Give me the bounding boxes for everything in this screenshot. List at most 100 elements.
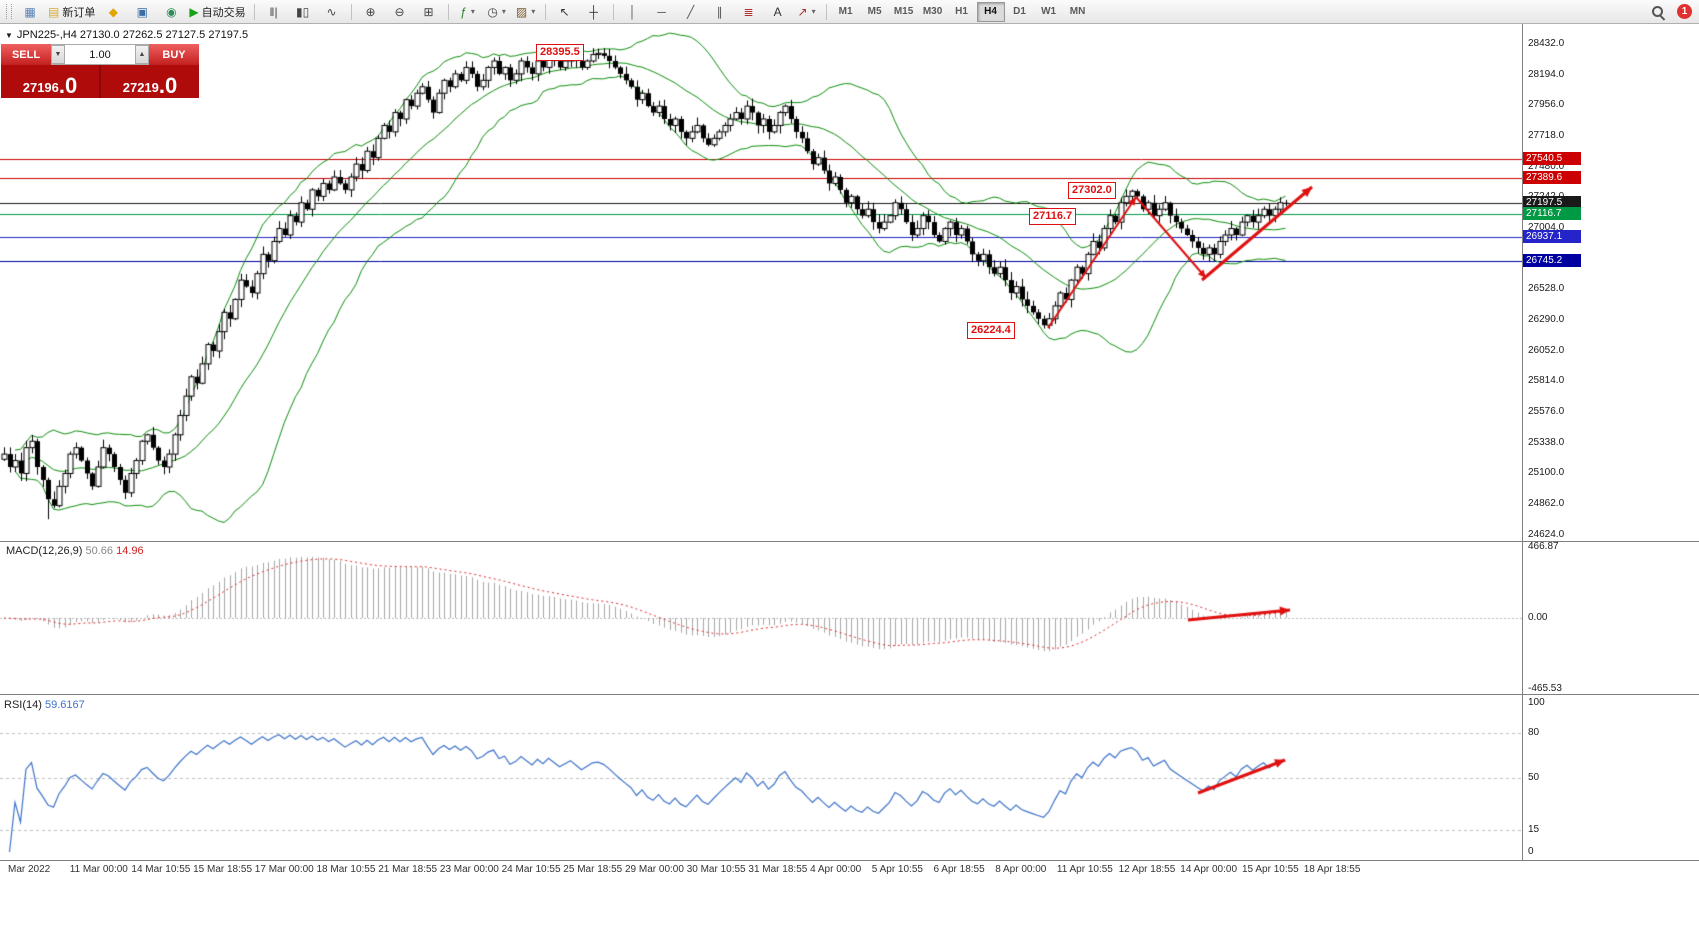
market-watch-icon: ◆ (108, 4, 118, 19)
timeframe-m5-button[interactable]: M5 (867, 6, 882, 17)
price-axis-tick: 27718.0 (1528, 130, 1565, 141)
fibonacci-tool-button[interactable]: ≣ (735, 2, 763, 22)
navigator-button[interactable]: ◉ (157, 2, 185, 22)
buy-button[interactable]: BUY (149, 44, 199, 65)
time-axis-label: 31 Mar 18:55 (748, 864, 808, 875)
price-axis-tick: 25100.0 (1528, 467, 1565, 479)
line-chart-mode-icon: ∿ (326, 4, 337, 19)
data-window-icon: ▣ (136, 4, 149, 19)
volume-control: ▼ ▲ (51, 44, 149, 65)
time-axis-label: 4 Apr 00:00 (810, 864, 862, 875)
sell-price[interactable]: 27196.0 (1, 65, 99, 98)
new-chart-button[interactable]: ▦ (16, 2, 44, 22)
toolbar-separator (612, 3, 614, 20)
new-order-button-label: 新订单 (62, 6, 96, 19)
templates-icon: ▨ (515, 4, 528, 19)
volume-increase-button[interactable]: ▲ (135, 45, 149, 64)
periods-icon: ◷ (487, 4, 498, 19)
timeframe-h1-button[interactable]: H1 (955, 6, 968, 17)
buy-price[interactable]: 27219.0 (101, 65, 199, 98)
notification-badge[interactable]: 1 (1677, 4, 1692, 19)
collapse-trade-panel-icon[interactable]: ▼ (5, 31, 13, 40)
tile-windows-icon: ⊞ (423, 4, 434, 19)
timeframe-h4-button[interactable]: H4 (976, 1, 1005, 22)
chevron-down-icon: ▾ (811, 7, 816, 16)
trade-panel-divider (99, 65, 101, 98)
new-order-button[interactable]: ▤ 新订单 (45, 2, 98, 22)
crosshair-tool-button[interactable]: ┼ (580, 2, 608, 22)
market-watch-button[interactable]: ◆ (99, 2, 127, 22)
bar-chart-mode-button[interactable]: ‖| (260, 2, 288, 22)
time-axis-label: 11 Mar 00:00 (69, 864, 128, 875)
text-tool-button[interactable]: A (764, 2, 792, 22)
toolbar-separator (825, 3, 827, 20)
time-axis-label: 11 Apr 10:55 (1056, 864, 1113, 875)
arrow-tool-button[interactable]: ↗ ▾ (793, 2, 821, 22)
price-line-label[interactable]: 27389.6 (1523, 171, 1581, 185)
sell-price-frac: .0 (58, 73, 78, 98)
symbol-info: ▼ JPN225-,H4 27130.0 27262.5 27127.5 2719… (5, 29, 248, 41)
new-chart-icon: ▦ (24, 4, 36, 19)
cursor-tool-button[interactable]: ↖ (551, 2, 579, 22)
tile-windows-button[interactable]: ⊞ (415, 2, 443, 22)
volume-input[interactable] (65, 45, 135, 64)
channel-tool-button[interactable]: ∥ (706, 2, 734, 22)
chevron-down-icon: ▾ (501, 7, 506, 16)
zoom-out-button[interactable]: ⊖ (386, 2, 414, 22)
symbol-ohlc-text: JPN225-,H4 27130.0 27262.5 27127.5 27197… (16, 29, 249, 41)
timeframe-w1-button[interactable]: W1 (1041, 6, 1057, 17)
timeframe-mn-button[interactable]: MN (1069, 6, 1086, 17)
candlestick-mode-icon: ▮▯ (295, 4, 310, 19)
line-chart-mode-button[interactable]: ∿ (318, 2, 346, 22)
macd-axis-tick: 466.87 (1528, 541, 1559, 552)
time-axis-label: 29 Mar 00:00 (625, 864, 684, 875)
candlestick-mode-button[interactable]: ▮▯ (289, 2, 317, 22)
price-axis-tick: 27956.0 (1528, 99, 1565, 111)
panel-separator[interactable] (0, 694, 1699, 695)
rsi-axis-tick: 0 (1528, 846, 1534, 857)
timeframe-m30-button[interactable]: M30 (922, 6, 943, 17)
indicators-button[interactable]: ƒ ▾ (454, 2, 482, 22)
price-annotation-label[interactable]: 26224.4 (967, 322, 1015, 339)
price-line-label[interactable]: 27116.7 (1523, 206, 1581, 220)
time-axis-label: 17 Mar 00:00 (254, 864, 314, 875)
sell-button[interactable]: SELL (1, 44, 51, 65)
zoom-in-button[interactable]: ⊕ (357, 2, 385, 22)
periods-button[interactable]: ◷ ▾ (483, 2, 511, 22)
data-window-button[interactable]: ▣ (128, 2, 156, 22)
price-axis-tick: 24624.0 (1528, 528, 1565, 540)
panel-separator[interactable] (0, 541, 1699, 542)
horizontal-line-tool-button[interactable]: ─ (648, 2, 676, 22)
rsi-name: RSI(14) (4, 699, 42, 711)
price-axis-tick: 26528.0 (1528, 283, 1565, 295)
autotrading-icon: ▶ (189, 4, 199, 19)
rsi-axis-tick: 100 (1528, 697, 1545, 708)
price-line-label[interactable]: 27197.5 (1523, 196, 1581, 210)
time-axis-label: 14 Mar 10:55 (131, 864, 191, 875)
timeframe-m1-button[interactable]: M1 (838, 6, 853, 17)
vertical-line-tool-icon: │ (628, 4, 637, 19)
trendline-tool-button[interactable]: ╱ (677, 2, 705, 22)
chart-canvas[interactable] (0, 24, 1522, 860)
time-axis-label: Mar 2022 (8, 864, 51, 875)
timeframe-m15-button[interactable]: M15 (893, 6, 914, 17)
autotrading-button[interactable]: ▶ 自动交易 (186, 2, 248, 22)
price-annotation-label[interactable]: 27302.0 (1068, 182, 1116, 199)
templates-button[interactable]: ▨ ▾ (512, 2, 540, 22)
volume-decrease-button[interactable]: ▼ (51, 45, 65, 64)
magnifier-handle (1659, 14, 1666, 21)
price-line-label[interactable]: 27540.5 (1523, 151, 1581, 165)
macd-value-signal: 14.96 (116, 545, 144, 557)
price-annotation-label[interactable]: 28395.5 (536, 44, 584, 61)
crosshair-tool-icon: ┼ (589, 4, 598, 19)
search-icon[interactable] (1644, 2, 1672, 22)
magnifier-glyph (1651, 5, 1666, 21)
price-line-label[interactable]: 26745.2 (1523, 254, 1581, 268)
rsi-label: RSI(14) 59.6167 (4, 699, 85, 711)
price-line-label[interactable]: 26937.1 (1523, 229, 1581, 243)
price-annotation-label[interactable]: 27116.7 (1029, 208, 1077, 225)
timeframe-d1-button[interactable]: D1 (1013, 6, 1026, 17)
toolbar-grip[interactable] (6, 4, 12, 19)
rsi-axis-tick: 50 (1528, 771, 1540, 783)
vertical-line-tool-button[interactable]: │ (619, 2, 647, 22)
